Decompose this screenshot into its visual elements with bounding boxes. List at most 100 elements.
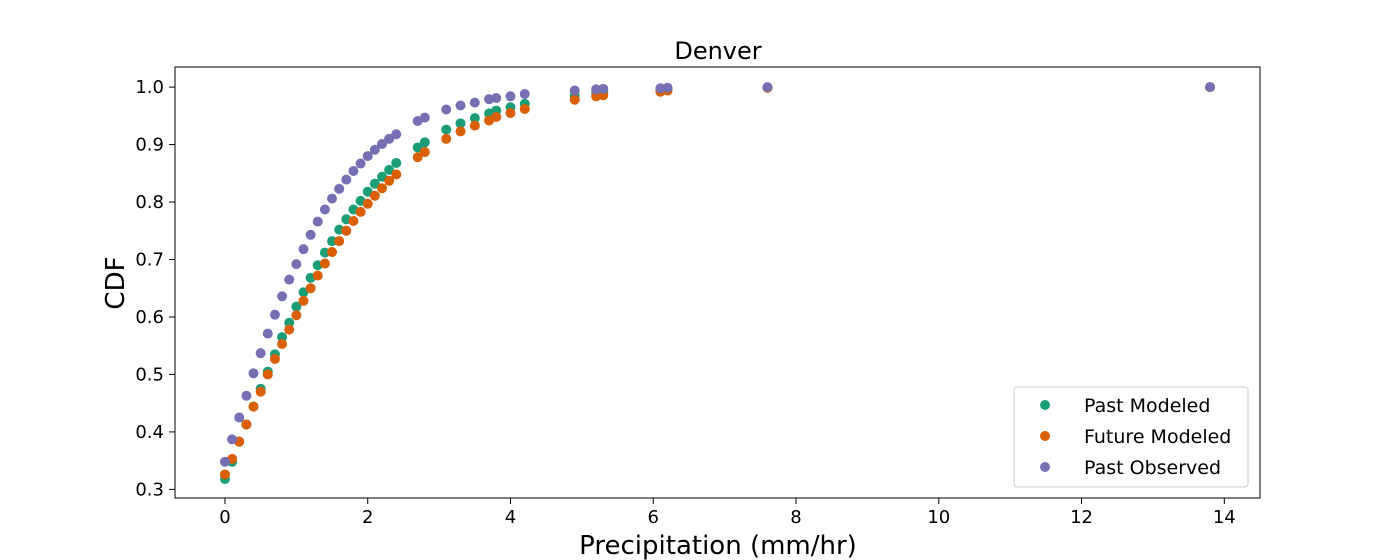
data-point (248, 368, 259, 379)
data-point (391, 157, 402, 168)
data-point (441, 104, 452, 115)
x-axis-label: Precipitation (mm/hr) (579, 531, 857, 560)
series-2 (219, 82, 1216, 467)
data-point (284, 324, 295, 335)
data-point (569, 85, 580, 96)
x-tick-label: 14 (1213, 507, 1236, 528)
data-point (327, 193, 338, 204)
data-point (348, 166, 359, 177)
data-point (369, 178, 380, 189)
data-point (419, 147, 430, 158)
data-point (327, 247, 338, 258)
x-tick-label: 6 (648, 507, 659, 528)
x-tick-label: 2 (362, 507, 373, 528)
data-point (262, 369, 273, 380)
data-points (219, 82, 1216, 485)
data-point (455, 118, 466, 129)
legend-label: Past Observed (1084, 457, 1221, 479)
data-point (241, 390, 252, 401)
x-tick-label: 8 (790, 507, 801, 528)
data-point (762, 82, 773, 93)
data-point (341, 225, 352, 236)
data-point (505, 91, 516, 102)
legend: Past Modeled Future Modeled Past Observed (1013, 386, 1249, 488)
y-tick-label: 0.7 (135, 250, 164, 271)
data-point (369, 144, 380, 155)
data-point (255, 348, 266, 359)
data-point (598, 83, 609, 94)
data-point (277, 291, 288, 302)
x-tick-label: 10 (927, 507, 950, 528)
data-point (362, 151, 373, 162)
y-axis-ticks: 0.3 0.4 0.5 0.6 0.7 0.8 0.9 1.0 (135, 77, 175, 500)
legend-label: Future Modeled (1084, 426, 1231, 448)
data-point (591, 84, 602, 95)
data-point (662, 82, 673, 93)
data-point (341, 174, 352, 185)
data-point (384, 133, 395, 144)
data-point (219, 456, 230, 467)
data-point (269, 353, 280, 364)
data-point (219, 469, 230, 480)
y-tick-label: 0.9 (135, 135, 164, 156)
data-point (284, 274, 295, 285)
y-tick-label: 0.3 (135, 479, 164, 500)
data-point (291, 301, 302, 312)
data-point (362, 198, 373, 209)
data-point (469, 97, 480, 108)
y-tick-label: 0.6 (135, 307, 164, 328)
data-point (327, 236, 338, 247)
data-point (241, 419, 252, 430)
data-point (291, 310, 302, 321)
chart-title: Denver (674, 37, 761, 65)
data-point (412, 152, 423, 163)
data-point (284, 317, 295, 328)
x-tick-label: 12 (1070, 507, 1093, 528)
x-axis-ticks: 0 2 4 6 8 10 12 14 (219, 498, 1236, 528)
data-point (455, 100, 466, 111)
data-point (384, 164, 395, 175)
legend-marker (1040, 431, 1050, 441)
data-point (419, 137, 430, 148)
data-point (377, 183, 388, 194)
data-point (348, 216, 359, 227)
data-point (455, 126, 466, 137)
data-point (419, 112, 430, 123)
data-point (519, 89, 530, 100)
x-tick-label: 0 (219, 507, 230, 528)
data-point (384, 175, 395, 186)
legend-marker (1040, 400, 1050, 410)
y-tick-label: 1.0 (135, 77, 164, 98)
data-point (441, 124, 452, 135)
data-point (248, 401, 259, 412)
data-point (355, 158, 366, 169)
data-point (291, 259, 302, 270)
data-point (277, 338, 288, 349)
data-point (355, 206, 366, 217)
data-point (277, 332, 288, 343)
plot-area-frame (174, 66, 1261, 499)
data-point (505, 107, 516, 118)
data-point (391, 169, 402, 180)
legend-box (1013, 386, 1249, 488)
data-point (391, 129, 402, 140)
y-tick-label: 0.8 (135, 192, 164, 213)
data-point (298, 244, 309, 255)
y-tick-label: 0.5 (135, 364, 164, 385)
data-point (319, 204, 330, 215)
data-point (1205, 82, 1216, 93)
y-tick-label: 0.4 (135, 422, 164, 443)
data-point (262, 328, 273, 339)
data-point (569, 94, 580, 105)
legend-marker (1040, 462, 1050, 472)
legend-label: Past Modeled (1084, 395, 1210, 417)
data-point (655, 83, 666, 94)
data-point (469, 120, 480, 131)
data-point (319, 247, 330, 258)
data-point (334, 183, 345, 194)
data-point (227, 434, 238, 445)
x-tick-label: 4 (505, 507, 516, 528)
data-point (469, 113, 480, 124)
data-point (234, 412, 245, 423)
data-point (298, 295, 309, 306)
